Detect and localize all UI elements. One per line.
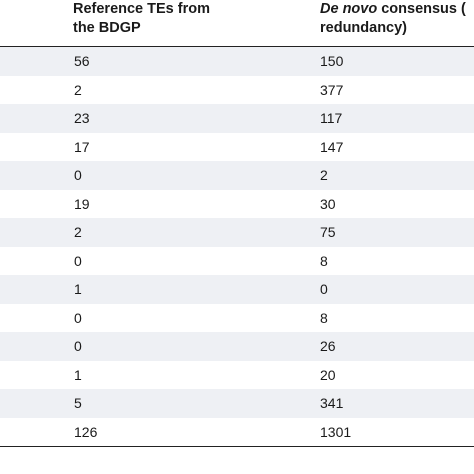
header-de-novo-italic: De novo — [320, 1, 378, 17]
header-consensus-text: consensus ( — [377, 1, 466, 17]
cell-reference-tes: 0 — [74, 252, 82, 269]
cell-de-novo-consensus: 8 — [320, 309, 328, 326]
table-row: 23 117 — [0, 104, 474, 133]
cell-de-novo-consensus: 20 — [320, 366, 336, 383]
cell-reference-tes: 0 — [74, 309, 82, 326]
table-row: 2 75 — [0, 218, 474, 247]
table-row: 56 150 — [0, 47, 474, 76]
cell-de-novo-consensus: 150 — [320, 53, 344, 69]
header-divider — [0, 46, 474, 47]
table-row: 5 341 — [0, 389, 474, 418]
table-row: 17 147 — [0, 133, 474, 162]
cell-reference-tes: 0 — [74, 167, 82, 183]
table-row: 19 30 — [0, 190, 474, 219]
cell-reference-tes: 2 — [74, 81, 82, 98]
cell-de-novo-consensus: 30 — [320, 195, 336, 212]
cell-reference-tes: 1 — [74, 281, 82, 297]
cell-de-novo-consensus: 377 — [320, 81, 344, 98]
table-body: 56 150 2 377 23 117 17 147 0 2 19 30 2 75 0 8 1 0 0 8 0 26 1 20… — [0, 47, 474, 446]
cell-de-novo-consensus: 341 — [320, 395, 344, 411]
cell-reference-tes: 23 — [74, 110, 90, 126]
cell-de-novo-consensus: 2 — [320, 167, 328, 183]
cell-reference-tes: 5 — [74, 395, 82, 411]
table-row: 0 26 — [0, 332, 474, 361]
cell-de-novo-consensus: 8 — [320, 252, 328, 269]
cell-reference-tes: 0 — [74, 338, 82, 354]
table-row: 1 20 — [0, 361, 474, 390]
cell-reference-tes: 126 — [74, 423, 98, 440]
cell-reference-tes: 1 — [74, 366, 82, 383]
cell-de-novo-consensus: 26 — [320, 338, 336, 354]
cell-de-novo-consensus: 1301 — [320, 423, 352, 440]
header-reference-tes-line2: the BDGP — [73, 20, 141, 36]
header-reference-tes: Reference TEs from the BDGP — [73, 0, 210, 38]
table-bottom-divider — [0, 446, 474, 447]
cell-de-novo-consensus: 117 — [320, 110, 343, 126]
header-reference-tes-line1: Reference TEs from — [73, 1, 210, 17]
table-row: 126 1301 — [0, 418, 474, 447]
table-row: 2 377 — [0, 76, 474, 105]
cell-de-novo-consensus: 0 — [320, 281, 328, 297]
header-de-novo-line1: De novo consensus ( — [320, 0, 466, 19]
header-de-novo-consensus: De novo consensus ( redundancy) — [320, 0, 466, 38]
cell-de-novo-consensus: 147 — [320, 138, 344, 155]
table-header: Reference TEs from the BDGP De novo cons… — [0, 0, 474, 46]
cell-reference-tes: 2 — [74, 224, 82, 240]
cell-de-novo-consensus: 75 — [320, 224, 336, 240]
cell-reference-tes: 56 — [74, 53, 90, 69]
header-de-novo-line2: redundancy) — [320, 20, 408, 36]
cell-reference-tes: 19 — [74, 195, 90, 212]
cell-reference-tes: 17 — [74, 138, 90, 155]
